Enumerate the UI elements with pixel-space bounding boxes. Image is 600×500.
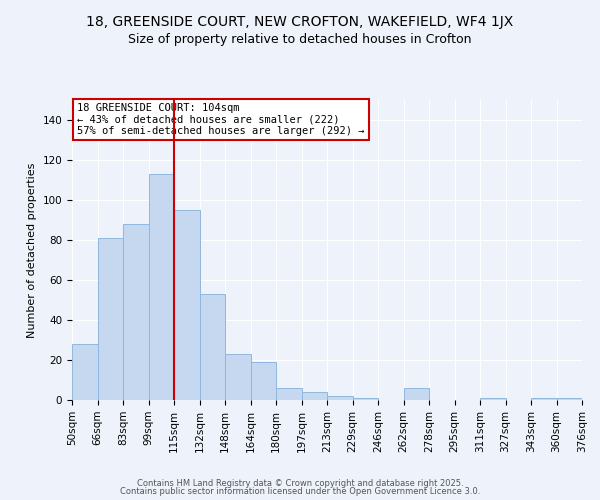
- Bar: [327, 396, 353, 400]
- Y-axis label: Number of detached properties: Number of detached properties: [27, 162, 37, 338]
- Bar: [404, 388, 429, 400]
- Bar: [149, 174, 174, 400]
- Bar: [123, 224, 149, 400]
- Bar: [353, 398, 378, 400]
- Bar: [72, 344, 97, 400]
- Bar: [302, 392, 327, 400]
- Text: Size of property relative to detached houses in Crofton: Size of property relative to detached ho…: [128, 32, 472, 46]
- Bar: [199, 294, 225, 400]
- Text: Contains HM Land Registry data © Crown copyright and database right 2025.: Contains HM Land Registry data © Crown c…: [137, 478, 463, 488]
- Bar: [174, 210, 199, 400]
- Bar: [276, 388, 302, 400]
- Bar: [480, 398, 505, 400]
- Text: 18, GREENSIDE COURT, NEW CROFTON, WAKEFIELD, WF4 1JX: 18, GREENSIDE COURT, NEW CROFTON, WAKEFI…: [86, 15, 514, 29]
- Text: Contains public sector information licensed under the Open Government Licence 3.: Contains public sector information licen…: [120, 487, 480, 496]
- Bar: [97, 238, 123, 400]
- Bar: [557, 398, 582, 400]
- Text: 18 GREENSIDE COURT: 104sqm
← 43% of detached houses are smaller (222)
57% of sem: 18 GREENSIDE COURT: 104sqm ← 43% of deta…: [77, 103, 365, 136]
- Bar: [531, 398, 557, 400]
- Bar: [225, 354, 251, 400]
- Bar: [251, 362, 276, 400]
